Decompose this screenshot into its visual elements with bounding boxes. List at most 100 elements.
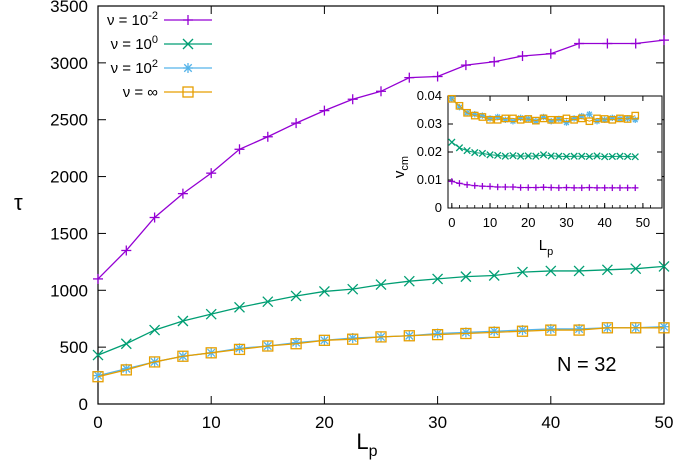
inset-data-point-series-3 — [616, 114, 624, 123]
inset-data-point-series-1 — [601, 153, 609, 161]
x-axis-title: Lp — [356, 429, 377, 460]
inset-axis-ticks: 0 10 20 30 40 50 0 0.01 0.02 0.03 0.04 — [417, 88, 662, 230]
inset-y-tick-label: 0.04 — [417, 88, 442, 103]
inset-data-point-series-0 — [486, 183, 494, 190]
inset-x-tick-label: 20 — [521, 215, 535, 230]
data-point-series-1 — [460, 271, 472, 283]
inset-data-point-series-2 — [586, 111, 593, 118]
data-point-series-3 — [375, 331, 387, 343]
inset-data-point-series-0 — [540, 184, 547, 191]
inset-data-point-series-3 — [493, 115, 502, 124]
y-tick-label: 1000 — [50, 281, 88, 300]
data-point-series-1 — [375, 279, 387, 291]
data-point-series-0 — [149, 212, 160, 223]
data-point-series-3 — [431, 328, 444, 341]
legend-label-exponent: 2 — [152, 58, 158, 70]
data-point-series-1 — [120, 338, 132, 350]
y-tick-label: 2000 — [50, 168, 88, 187]
inset-data-point-series-3 — [585, 117, 594, 126]
x-tick-label: 20 — [315, 413, 334, 432]
data-point-series-1 — [234, 301, 245, 313]
data-point-series-2 — [659, 321, 669, 332]
inset-data-point-series-3 — [539, 114, 548, 123]
inset-data-point-series-0 — [586, 184, 593, 191]
data-point-series-1 — [658, 260, 670, 272]
inset-data-point-series-1 — [494, 151, 502, 160]
inset-data-point-series-1 — [463, 146, 471, 155]
legend-label-text: ν = 10 — [107, 12, 148, 29]
x-tick-label: 50 — [655, 413, 674, 432]
data-point-series-0 — [630, 38, 641, 49]
inset-data-point-series-0 — [502, 183, 509, 191]
data-point-series-1 — [318, 285, 330, 297]
data-point-series-1 — [601, 264, 613, 276]
data-point-series-1 — [432, 273, 444, 285]
y-tick-label: 0 — [79, 395, 88, 414]
inset-data-point-series-0 — [555, 184, 563, 192]
y-tick-label: 2500 — [50, 111, 88, 130]
data-point-series-3 — [148, 356, 161, 368]
inset-data-point-series-2 — [532, 118, 540, 125]
data-point-series-0 — [291, 118, 302, 129]
inset-data-point-series-3 — [570, 115, 578, 124]
inset-x-tick-label: 40 — [597, 215, 611, 230]
data-point-series-0 — [602, 38, 613, 49]
inset-data-point-series-3 — [593, 114, 601, 123]
y-tick-label: 3000 — [50, 54, 88, 73]
data-point-series-1 — [488, 270, 500, 281]
inset-y-tick-label: 0.03 — [417, 116, 442, 131]
data-point-series-3 — [630, 322, 642, 334]
inset-data-point-series-3 — [463, 108, 471, 117]
data-point-series-1 — [290, 290, 302, 302]
inset-y-axis-title-main: v — [391, 170, 408, 178]
y-tick-label: 1500 — [50, 224, 88, 243]
data-point-series-0 — [347, 94, 358, 105]
data-point-series-1 — [92, 349, 104, 361]
inset-data-point-series-3 — [623, 115, 632, 123]
main-series-group — [92, 35, 670, 383]
inset-data-point-series-0 — [609, 184, 616, 192]
inset-x-axis-title-sub: p — [547, 246, 553, 258]
inset-data-point-series-0 — [448, 178, 456, 185]
inset-data-point-series-0 — [593, 184, 601, 192]
inset-data-point-series-0 — [517, 184, 524, 191]
data-point-series-0 — [489, 56, 500, 67]
data-point-series-0 — [93, 273, 103, 284]
x-tick-label: 30 — [428, 413, 447, 432]
inset-x-axis-title: Lp — [539, 237, 553, 258]
data-point-series-1 — [205, 308, 217, 320]
data-point-series-3 — [92, 371, 104, 383]
inset-data-point-series-0 — [570, 184, 578, 192]
inset-data-point-series-3 — [455, 101, 464, 110]
data-point-series-0 — [404, 72, 415, 83]
inset-data-point-series-1 — [478, 149, 487, 158]
inset-series-group — [447, 94, 640, 192]
inset-data-point-series-3 — [447, 94, 456, 103]
inset-y-axis-title: vcm — [391, 156, 411, 178]
data-point-series-2 — [460, 327, 471, 338]
inset-data-point-series-0 — [632, 184, 639, 192]
y-tick-label: 500 — [60, 338, 88, 357]
inset-data-point-series-1 — [593, 152, 601, 160]
inset-data-point-series-2 — [563, 119, 570, 126]
x-tick-label: 40 — [541, 413, 560, 432]
data-point-series-3 — [658, 322, 670, 334]
inset-data-point-series-3 — [509, 114, 517, 123]
inset-data-point-series-1 — [539, 151, 548, 159]
series-line-3 — [97, 327, 664, 378]
data-point-series-3 — [120, 364, 132, 376]
data-point-series-3 — [290, 338, 302, 350]
inset-data-point-series-1 — [585, 152, 594, 161]
y-axis-title: τ — [14, 190, 23, 215]
data-point-series-0 — [517, 51, 528, 62]
inset-data-point-series-0 — [616, 184, 624, 192]
inset-data-point-series-0 — [509, 183, 517, 191]
inset-data-point-series-3 — [524, 115, 533, 123]
inset-data-point-series-1 — [448, 138, 456, 146]
legend-label-text: ν = 10 — [111, 36, 152, 53]
legend-label-exponent: -2 — [148, 10, 158, 22]
inset-data-point-series-2 — [632, 116, 639, 123]
inset-data-point-series-0 — [563, 184, 570, 191]
